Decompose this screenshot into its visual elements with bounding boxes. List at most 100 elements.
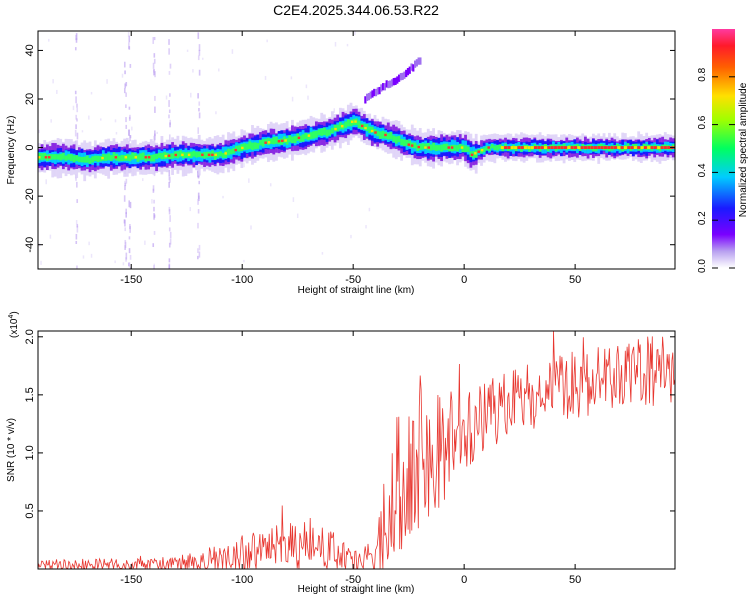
spectrogram-cell bbox=[125, 154, 129, 161]
spectrogram-cell bbox=[285, 137, 289, 145]
spectrogram-cell bbox=[264, 141, 267, 144]
spectrogram-cell bbox=[405, 139, 409, 146]
spectrogram-noise-cell bbox=[76, 107, 79, 113]
spectrogram-cell bbox=[587, 146, 591, 150]
spectrogram-noise-cell bbox=[124, 70, 126, 75]
spectrogram-cell bbox=[630, 146, 634, 150]
spectrogram-noise-cell bbox=[168, 100, 170, 107]
spectrogram-noise-cell bbox=[125, 208, 128, 214]
spectrogram-cell bbox=[383, 83, 386, 91]
spectrogram-noise-cell bbox=[75, 233, 78, 240]
spectrogram-cell bbox=[101, 156, 104, 160]
spectrogram-cell bbox=[574, 146, 578, 150]
spectrogram-noise-cell bbox=[202, 57, 204, 60]
spectrogram-cell bbox=[482, 147, 486, 153]
spectrogram-noise-cell bbox=[76, 118, 78, 122]
spectrogram-cell bbox=[344, 121, 348, 128]
spectrogram-panel: -150 -100 -50 0 50 -40 -20 0 20 40 Height of stra… bbox=[6, 30, 676, 296]
spectrogram-cell bbox=[64, 155, 68, 161]
spectrogram-cell bbox=[650, 146, 654, 150]
spectrogram-noise-cell bbox=[129, 254, 132, 260]
spectrogram-noise-cell bbox=[198, 107, 200, 112]
spectrogram-cell bbox=[221, 152, 225, 159]
spectrogram-noise-cell bbox=[154, 71, 156, 78]
spectrogram-noise-cell bbox=[127, 31, 130, 37]
spectrogram-cell bbox=[165, 152, 169, 159]
spectrogram-cell bbox=[442, 143, 446, 151]
spectrogram-cell bbox=[653, 146, 657, 150]
spectrogram-cell bbox=[189, 151, 193, 159]
spectrogram-cell bbox=[51, 154, 55, 160]
spectrogram-noise-cell bbox=[197, 255, 199, 260]
spectrogram-cell bbox=[320, 128, 324, 136]
spectrogram-noise-cell bbox=[354, 31, 356, 35]
spectrogram-noise-cell bbox=[88, 241, 90, 246]
spectrogram-noise-cell bbox=[76, 132, 79, 140]
spectrogram-noise-cell bbox=[198, 101, 201, 106]
spectrogram-cell bbox=[507, 146, 511, 150]
spectrogram-cell bbox=[245, 143, 249, 150]
spectrogram-cell bbox=[364, 126, 367, 130]
spectrogram-noise-cell bbox=[40, 260, 42, 265]
spectrogram-axes: -150 -100 -50 0 50 -40 -20 0 20 40 bbox=[24, 31, 675, 286]
spectrogram-cell bbox=[297, 136, 301, 140]
spectrogram-cell bbox=[144, 156, 148, 159]
spectrogram-cell bbox=[493, 145, 497, 150]
spectrogram-noise-cell bbox=[123, 195, 126, 202]
spectrogram-cell bbox=[299, 135, 302, 142]
spectrogram-cell bbox=[466, 146, 470, 152]
spectrogram-cell bbox=[394, 136, 398, 144]
spectrogram-cell bbox=[277, 140, 281, 143]
spectrogram-noise-cell bbox=[154, 106, 156, 113]
spectrogram-noise-cell bbox=[88, 115, 90, 120]
spectrogram-cell bbox=[607, 146, 611, 150]
spectrogram-cell bbox=[340, 124, 344, 128]
spectrogram-cell bbox=[338, 122, 342, 130]
spectrogram-cell bbox=[85, 155, 89, 163]
spectrogram-cell bbox=[399, 73, 402, 81]
spectrogram-noise-cell bbox=[153, 58, 156, 64]
spectrogram-cell bbox=[418, 143, 422, 150]
spectrogram-cell bbox=[149, 154, 153, 162]
spectrogram-cell bbox=[155, 153, 158, 160]
spectrogram-cell bbox=[139, 153, 143, 161]
spectrogram-cell bbox=[99, 155, 103, 162]
snr-scale-factor: (x104) bbox=[8, 311, 20, 338]
spectrogram-cell bbox=[272, 137, 276, 145]
spectrogram-cell bbox=[288, 135, 292, 143]
spectrogram-cell bbox=[304, 132, 308, 140]
spectrogram-cell bbox=[398, 74, 401, 82]
colorbar-label: Normalized spectral amplitude bbox=[738, 82, 749, 217]
spectrogram-cell bbox=[496, 145, 499, 151]
spectrogram-cell bbox=[387, 80, 390, 89]
colorbar-tick-label: 0.4 bbox=[697, 163, 708, 177]
spectrogram-cell bbox=[643, 146, 647, 150]
spectrogram-cell bbox=[207, 153, 211, 157]
spectrogram-cell bbox=[570, 146, 574, 150]
spectrogram-cell bbox=[352, 119, 356, 126]
spectrogram-cell bbox=[464, 145, 467, 153]
spectrogram-cell bbox=[567, 146, 571, 150]
spectrogram-cell bbox=[281, 139, 284, 143]
spectrogram-noise-cell bbox=[128, 106, 131, 110]
spectrogram-cell bbox=[424, 143, 427, 149]
spectrogram-cell bbox=[174, 153, 177, 157]
spectrogram-cell bbox=[203, 151, 206, 159]
spectrogram-noise-cell bbox=[189, 207, 192, 212]
spectrogram-noise-cell bbox=[153, 263, 156, 266]
spectrogram-cell bbox=[657, 146, 661, 150]
spectrogram-cell bbox=[248, 141, 252, 149]
spectrogram-noise-cell bbox=[81, 130, 84, 133]
spectrogram-cell bbox=[346, 119, 350, 127]
snr-scale-suffix: ) bbox=[9, 311, 20, 314]
spectrogram-noise-cell bbox=[154, 95, 156, 101]
spectrogram-xtick-label: -150 bbox=[120, 274, 142, 286]
spectrogram-noise-cell bbox=[350, 234, 352, 239]
colorbar: 0.0 0.2 0.4 0.6 0.8 Normalized spectral ampl… bbox=[697, 29, 749, 273]
spectrogram-noise-cell bbox=[48, 38, 50, 42]
spectrogram-noise-cell bbox=[365, 225, 367, 229]
spectrogram-cell bbox=[389, 80, 392, 88]
spectrogram-ytick-label: 20 bbox=[24, 93, 36, 105]
snr-xtick-label: 0 bbox=[461, 574, 467, 586]
spectrogram-noise-cell bbox=[75, 240, 78, 245]
